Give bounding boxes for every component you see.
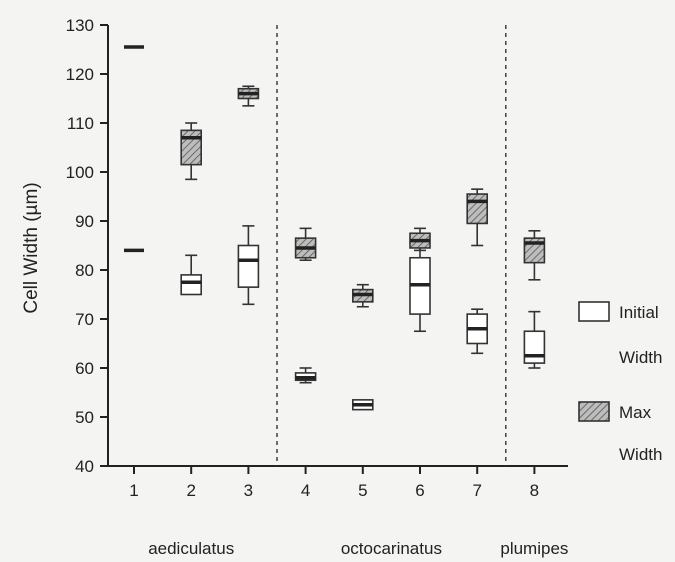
box-series xyxy=(124,45,546,411)
x-tick-label: 4 xyxy=(301,481,310,500)
box-initial-width-6 xyxy=(409,239,431,333)
box-body xyxy=(466,193,489,225)
box-initial-width-8 xyxy=(523,310,546,369)
box-body xyxy=(180,274,202,296)
y-tick-label: 60 xyxy=(75,359,94,378)
group-dividers xyxy=(276,25,507,466)
y-tick-label: 50 xyxy=(75,408,94,427)
x-tick-label: 2 xyxy=(186,481,195,500)
y-tick-label: 130 xyxy=(66,16,94,35)
y-tick-label: 120 xyxy=(66,65,94,84)
legend-label-initial: Initial xyxy=(619,303,659,322)
box-max-width-6 xyxy=(409,227,431,252)
box-body xyxy=(180,129,202,166)
y-tick-label: 40 xyxy=(75,457,94,476)
box-initial-width-3 xyxy=(237,225,260,306)
box-body xyxy=(523,330,546,364)
group-label: plumipes xyxy=(500,539,568,558)
box-max-width-2 xyxy=(180,122,202,181)
y-axis-title: Cell Width (µm) xyxy=(21,182,42,313)
box-max-width-5 xyxy=(351,283,374,308)
legend-swatch-max-width xyxy=(578,401,610,422)
box-max-width-8 xyxy=(523,230,546,281)
x-axis-ticks: 1 2 3 4 5 6 7 8 xyxy=(129,466,539,500)
legend-label-max: Max xyxy=(619,403,652,422)
y-tick-label: 110 xyxy=(67,114,94,133)
group-label: aediculatus xyxy=(148,539,234,558)
legend-label-width-1: Width xyxy=(619,348,662,367)
x-tick-label: 1 xyxy=(129,481,138,500)
y-tick-label: 90 xyxy=(75,212,94,231)
box-max-width-7 xyxy=(466,188,489,247)
box-body xyxy=(237,244,260,288)
y-tick-label: 100 xyxy=(66,163,94,182)
legend-swatch-initial-width xyxy=(578,301,610,322)
x-tick-label: 5 xyxy=(358,481,367,500)
x-tick-label: 6 xyxy=(415,481,424,500)
group-labels: aediculatus octocarinatus plumipes xyxy=(148,539,568,558)
box-max-width-3 xyxy=(237,85,260,107)
box-max-width-4 xyxy=(294,227,317,262)
group-label: octocarinatus xyxy=(341,539,442,558)
x-tick-label: 7 xyxy=(472,481,481,500)
y-axis-ticks: 40 50 60 70 80 90 100 110 120 130 xyxy=(66,16,108,476)
box-initial-width-4 xyxy=(294,367,317,384)
box-initial-width-5 xyxy=(351,399,374,411)
legend: Initial Width Max Width xyxy=(578,301,662,464)
x-tick-label: 3 xyxy=(244,481,253,500)
y-tick-label: 80 xyxy=(75,261,94,280)
box-initial-width-7 xyxy=(466,308,489,355)
y-tick-label: 70 xyxy=(75,310,94,329)
x-tick-label: 8 xyxy=(530,481,539,500)
legend-label-width-2: Width xyxy=(619,445,662,464)
box-initial-width-2 xyxy=(180,254,202,296)
